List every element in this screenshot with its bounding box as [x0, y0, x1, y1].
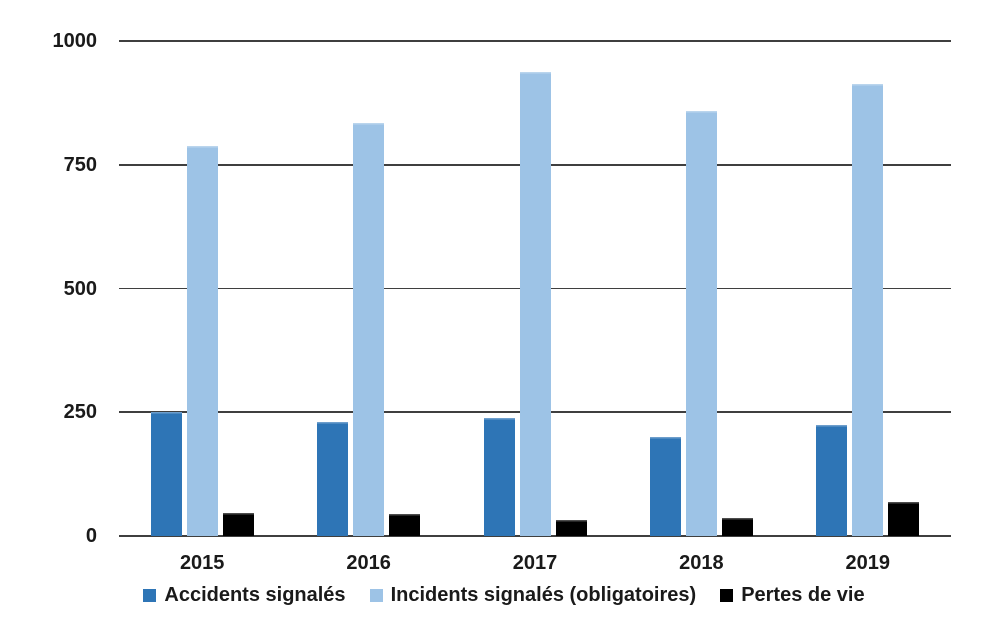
y-tick-label: 1000: [52, 30, 98, 52]
legend-item: Accidents signalés: [143, 582, 346, 608]
bar: [649, 437, 681, 536]
x-tick-label: 2018: [679, 552, 724, 574]
x-tick-label: 2017: [512, 552, 558, 574]
bar: [519, 72, 551, 536]
bar: [852, 84, 884, 536]
bar: [685, 111, 717, 536]
plot-area: [119, 40, 951, 537]
gridline: [119, 40, 951, 42]
bar: [483, 418, 515, 536]
x-tick-label: 2016: [346, 552, 391, 574]
legend-label: Incidents signalés (obligatoires): [390, 584, 697, 606]
legend-item: Pertes de vie: [720, 582, 865, 608]
x-tick-label: 2015: [179, 552, 225, 574]
legend-swatch: [720, 588, 734, 602]
bar: [389, 514, 421, 536]
legend-swatch: [369, 588, 383, 602]
bar: [353, 123, 385, 536]
bar: [150, 412, 182, 536]
bar: [888, 501, 920, 536]
y-tick-label: 0: [85, 525, 97, 547]
bar: [186, 146, 218, 536]
legend-label: Accidents signalés: [164, 584, 346, 606]
y-tick-label: 500: [63, 277, 97, 300]
legend-label: Pertes de vie: [741, 584, 865, 606]
bar: [816, 425, 848, 536]
x-tick-label: 2019: [845, 552, 891, 574]
y-tick-label: 250: [63, 401, 97, 424]
y-tick-label: 750: [63, 153, 97, 176]
bar: [721, 517, 753, 536]
legend-swatch: [143, 588, 157, 602]
bar: [222, 512, 254, 536]
legend-item: Incidents signalés (obligatoires): [369, 582, 697, 608]
legend: Accidents signalés Incidents signalés (ob…: [0, 579, 1008, 611]
bar: [555, 520, 587, 536]
bar: [317, 422, 349, 536]
